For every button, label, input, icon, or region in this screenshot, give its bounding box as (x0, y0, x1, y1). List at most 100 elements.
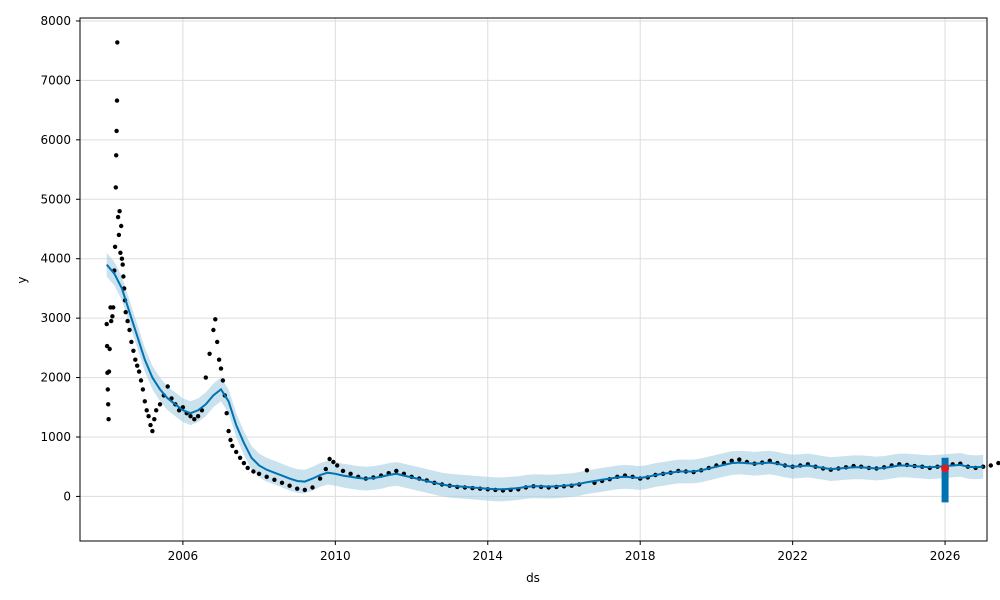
y-tick-label: 6000 (40, 133, 71, 147)
observed-point (135, 363, 140, 368)
observed-point (207, 351, 212, 356)
observed-point (106, 402, 111, 407)
observed-point (114, 153, 119, 158)
observed-point (216, 357, 222, 362)
y-tick-label: 2000 (40, 371, 71, 385)
observed-point (203, 375, 208, 380)
observed-point (272, 477, 277, 482)
observed-point (220, 378, 226, 383)
observed-point (125, 318, 130, 324)
observed-point (104, 321, 109, 327)
observed-point (113, 185, 119, 190)
observed-point (106, 369, 112, 374)
observed-point (114, 98, 120, 103)
observed-point (115, 214, 121, 220)
observed-point (394, 468, 399, 474)
observed-point (119, 256, 125, 261)
y-tick-label: 0 (63, 489, 71, 503)
x-tick-label: 2022 (777, 549, 808, 563)
y-tick-label: 1000 (40, 430, 71, 444)
observed-point (121, 274, 126, 279)
observed-point (729, 458, 734, 463)
observed-point (154, 408, 159, 413)
observed-point (119, 223, 124, 229)
highlight-point (941, 464, 950, 473)
observed-point (230, 443, 235, 449)
observed-point (110, 314, 115, 319)
y-tick-label: 8000 (40, 14, 71, 28)
observed-point (120, 262, 125, 267)
observed-point (241, 460, 247, 466)
y-tick-label: 4000 (40, 252, 71, 266)
observed-point (136, 369, 142, 374)
observed-point (129, 339, 134, 345)
observed-point (218, 366, 224, 371)
observed-point (140, 387, 146, 392)
observed-point (224, 411, 229, 416)
observed-point (584, 468, 590, 473)
x-tick-label: 2006 (168, 549, 199, 563)
observed-point (157, 402, 163, 407)
axes-background (80, 18, 987, 541)
observed-point (310, 485, 315, 490)
observed-point (142, 399, 147, 404)
forecast-path (105, 263, 984, 491)
uncertainty-band (106, 252, 984, 502)
uncertainty-band-area (106, 252, 984, 502)
observed-point (112, 244, 118, 249)
observed-point (109, 318, 114, 324)
highlight-marker (941, 464, 950, 473)
observed-point (213, 317, 218, 322)
observed-point (188, 414, 193, 419)
observed-point (146, 414, 151, 419)
x-axis-ticks: 2006 2010 2014 2018 2022 2026 (168, 541, 961, 563)
axes-frame (79, 17, 988, 542)
observed-point (226, 428, 231, 434)
observed-point (335, 463, 340, 468)
observed-point (295, 486, 300, 491)
observed-point (237, 455, 243, 460)
observed-point (264, 474, 269, 479)
observed-point (192, 417, 197, 422)
y-axis-ticks: 0 1000 2000 3000 4000 5000 6000 7000 8000 (40, 14, 80, 503)
x-tick-label: 2018 (625, 549, 656, 563)
observed-point (148, 422, 153, 428)
observed-point (323, 466, 328, 472)
observed-point (279, 480, 285, 485)
observed-point (150, 428, 155, 434)
observed-point (256, 471, 262, 476)
observed-point (107, 346, 112, 352)
observed-point (348, 471, 353, 476)
observed-point (111, 305, 116, 310)
observed-point (211, 327, 216, 333)
observed-point (106, 417, 111, 422)
plot-area (79, 17, 1000, 542)
x-tick-label: 2014 (472, 549, 503, 563)
x-axis-label: ds (526, 571, 540, 585)
observed-point (131, 348, 136, 353)
observed-point (165, 384, 170, 389)
observed-point (133, 357, 138, 362)
observed-point (340, 468, 346, 474)
observed-point (138, 378, 144, 383)
observed-point (234, 449, 239, 455)
forecast-line (105, 263, 984, 491)
y-tick-label: 5000 (40, 192, 71, 206)
y-axis-label: y (15, 276, 29, 283)
y-tick-label: 7000 (40, 73, 71, 87)
observed-point (144, 408, 149, 413)
observed-point (988, 463, 993, 468)
observed-point (228, 437, 233, 443)
observed-point (302, 487, 307, 493)
observed-point (327, 456, 332, 462)
x-tick-label: 2010 (320, 549, 351, 563)
y-tick-label: 3000 (40, 311, 71, 325)
observed-point (104, 343, 110, 349)
observed-point (114, 128, 119, 134)
observed-point (331, 459, 336, 465)
observed-point (123, 310, 128, 315)
observed-point (287, 483, 292, 488)
x-tick-label: 2026 (930, 549, 961, 563)
observed-point (195, 414, 201, 419)
